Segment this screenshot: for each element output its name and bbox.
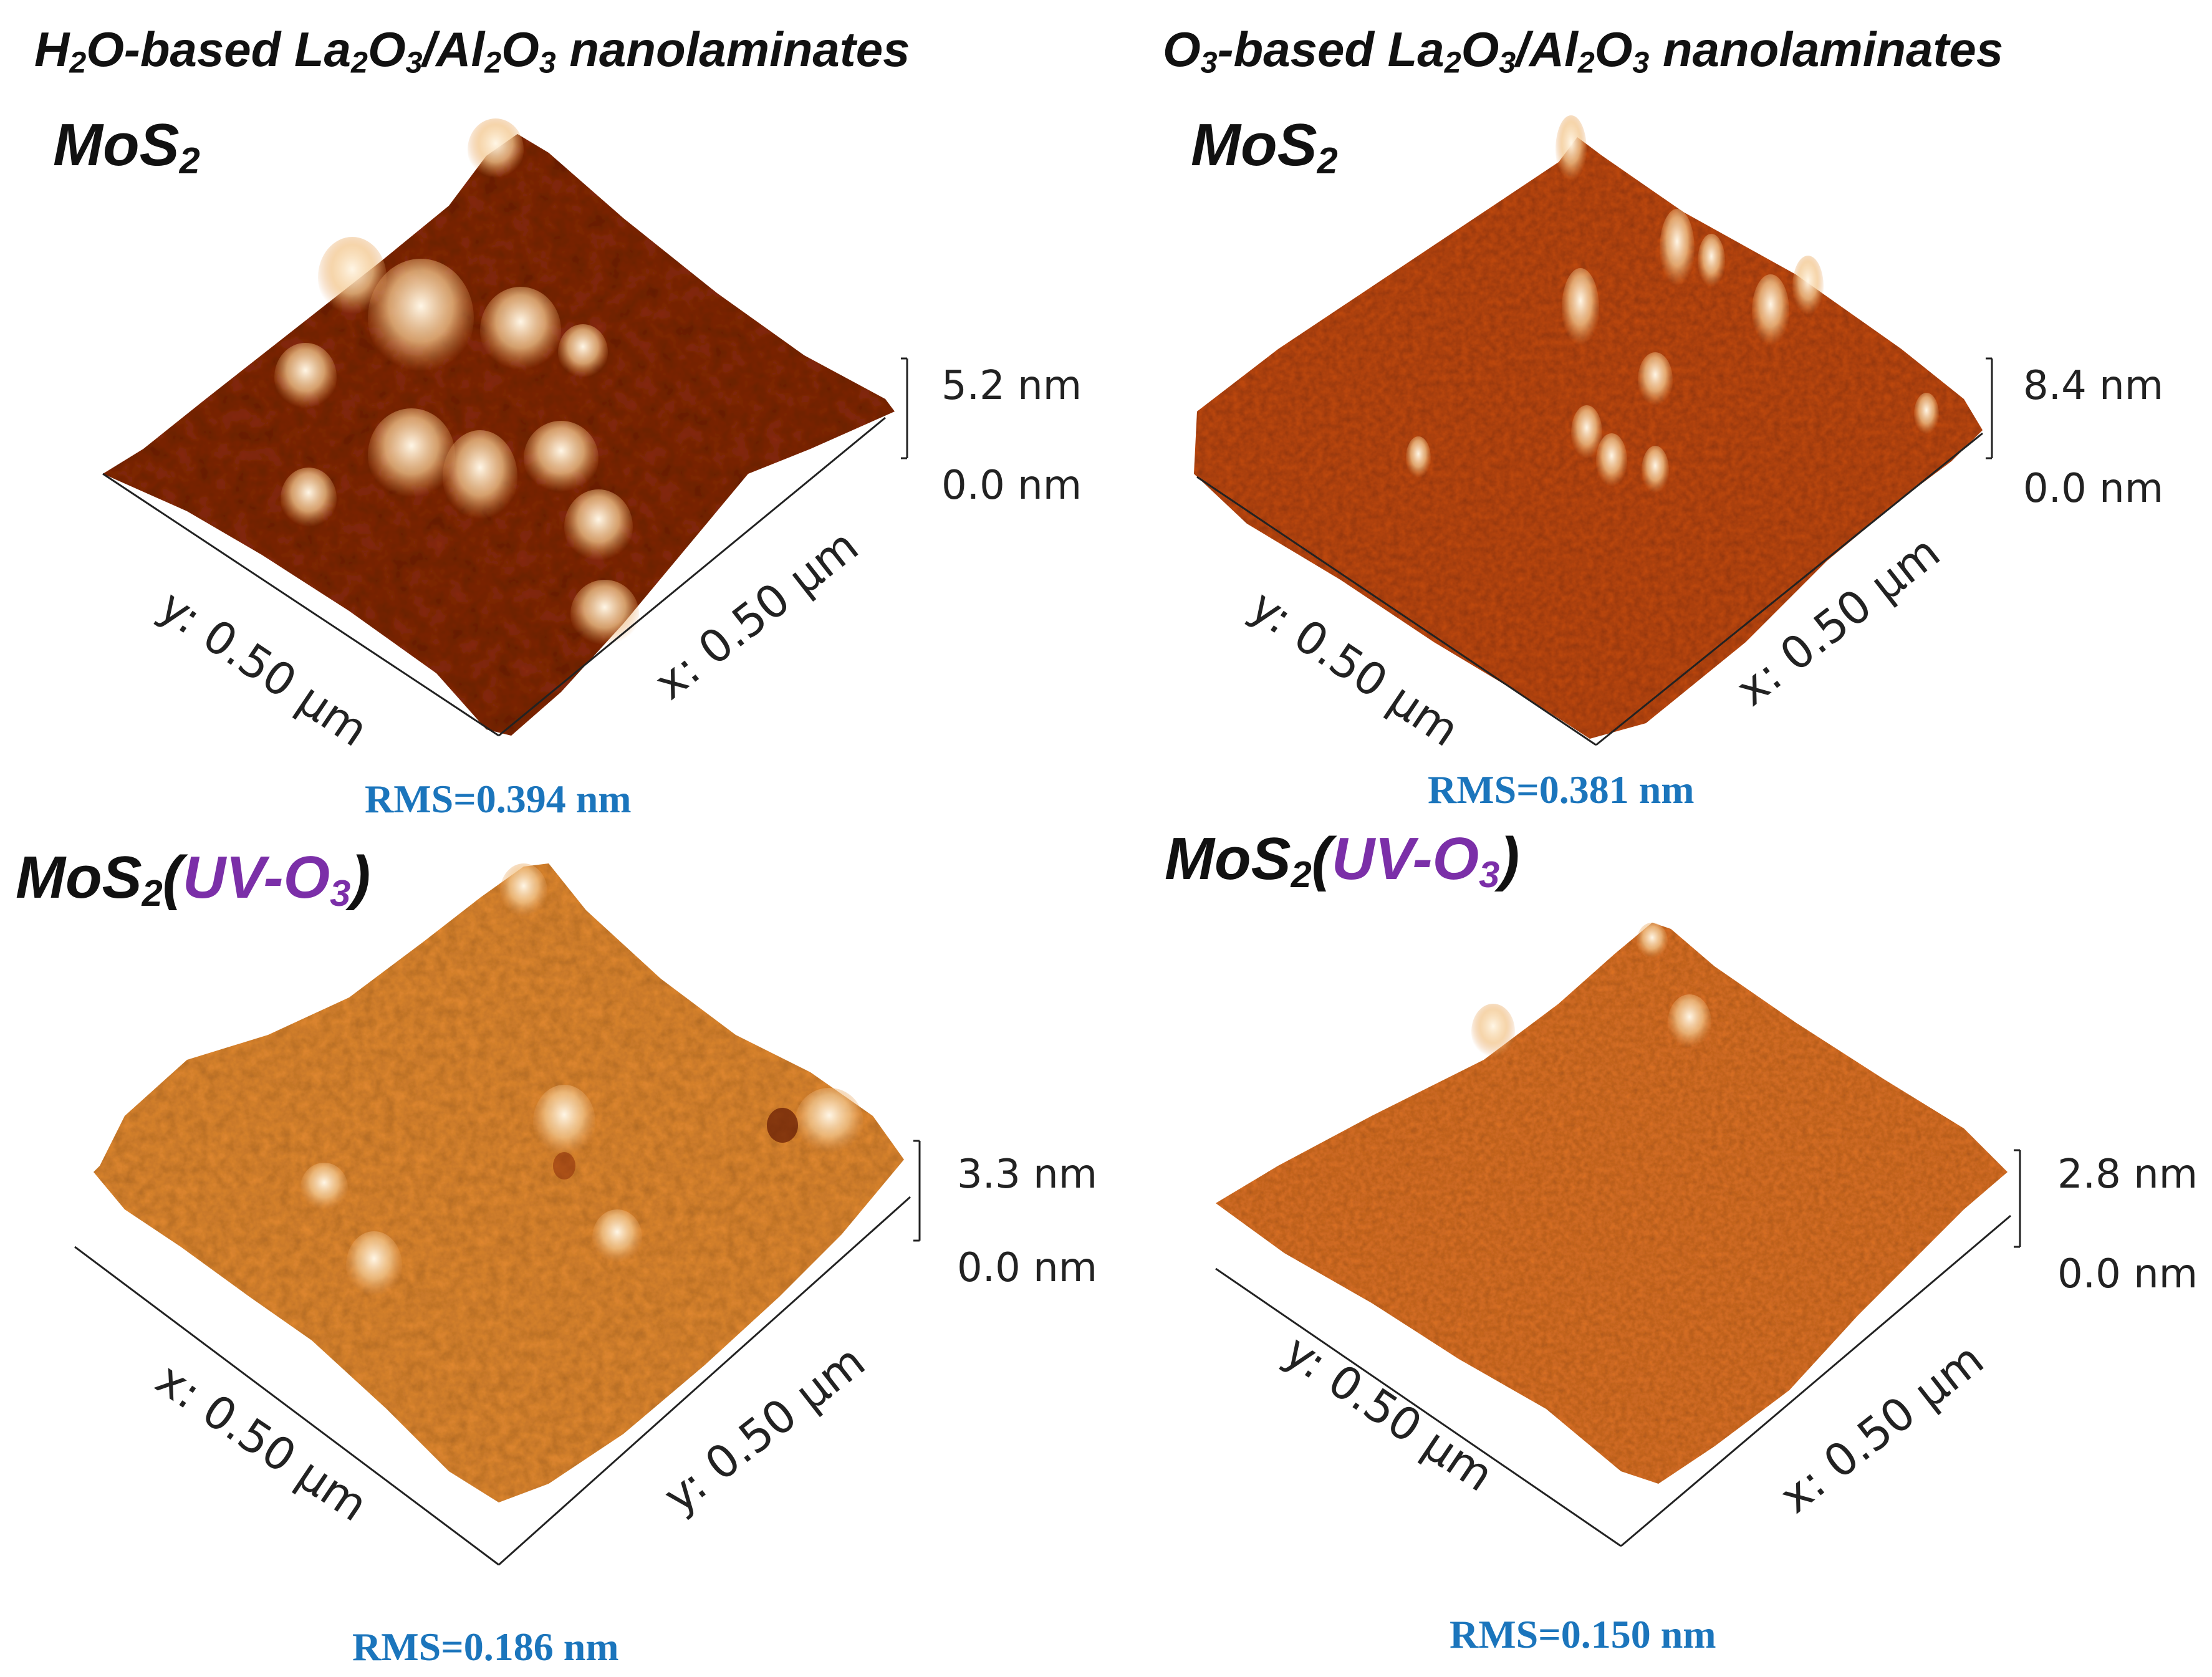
afm-panel-bottom-right: 2.8 nm 0.0 nm y: 0.50 µm x: 0.50 µm bbox=[1215, 923, 2198, 1547]
scale-max-label: 3.3 nm bbox=[957, 1151, 1097, 1198]
axis-right bbox=[1620, 1214, 2011, 1547]
scale-max-label: 5.2 nm bbox=[941, 363, 1082, 409]
surface-features bbox=[274, 118, 639, 648]
axis-left-label: x: 0.50 µm bbox=[147, 1352, 377, 1531]
heading-text: H bbox=[34, 22, 70, 77]
axis-right bbox=[498, 416, 886, 737]
label-highlight: UV-O bbox=[182, 844, 330, 911]
heading-text: nanolaminates bbox=[555, 22, 910, 77]
heading-text: O bbox=[1594, 22, 1633, 77]
heading-text: O bbox=[367, 22, 406, 77]
label-highlight-sub: 3 bbox=[1479, 853, 1500, 896]
surface-features bbox=[301, 863, 863, 1300]
scale-max-label: 8.4 nm bbox=[2023, 363, 2163, 409]
label-highlight-sub: 3 bbox=[330, 872, 351, 915]
axis-left bbox=[74, 1246, 499, 1566]
scale-min-label: 0.0 nm bbox=[941, 463, 1082, 509]
afm-surface bbox=[1216, 923, 2008, 1484]
heading-sub: 3 bbox=[1200, 46, 1218, 80]
heading-sub: 3 bbox=[405, 46, 423, 80]
afm-surface bbox=[103, 134, 895, 736]
scale-min-label: 0.0 nm bbox=[2023, 466, 2163, 512]
heading-sub: 2 bbox=[1444, 46, 1461, 80]
left-column-heading: H2O-based La2O3/Al2O3 nanolaminates bbox=[34, 25, 910, 78]
label-text: MoS bbox=[1165, 825, 1291, 892]
label-text: ( bbox=[1311, 825, 1332, 892]
scale-max-label: 2.8 nm bbox=[2057, 1151, 2198, 1198]
heading-text: O bbox=[1163, 22, 1201, 77]
axis-left bbox=[102, 473, 499, 737]
heading-sub: 3 bbox=[1632, 46, 1650, 80]
label-sub: 2 bbox=[179, 140, 200, 182]
heading-text: /Al bbox=[1516, 22, 1578, 77]
rms-top-right: RMS=0.381 nm bbox=[1428, 767, 1695, 812]
heading-text: /Al bbox=[422, 22, 485, 77]
label-sub: 2 bbox=[1317, 140, 1338, 182]
right-column-heading: O3-based La2O3/Al2O3 nanolaminates bbox=[1163, 25, 2003, 78]
axis-left bbox=[1196, 476, 1597, 746]
heading-sub: 2 bbox=[351, 46, 368, 80]
heading-sub: 3 bbox=[1499, 46, 1516, 80]
afm-panel-top-right: 8.4 nm 0.0 nm y: 0.50 µm x: 0.50 µm bbox=[1194, 115, 2163, 757]
label-text: MoS bbox=[1191, 112, 1317, 178]
heading-sub: 3 bbox=[539, 46, 556, 80]
panel-label-bottom-right: MoS2(UV-O3) bbox=[1165, 829, 1519, 893]
panel-label-top-right: MoS2 bbox=[1191, 115, 1338, 180]
rms-bottom-right: RMS=0.150 nm bbox=[1450, 1612, 1716, 1656]
scale-min-label: 0.0 nm bbox=[2057, 1251, 2198, 1297]
label-text: MoS bbox=[16, 844, 142, 911]
label-highlight: UV-O bbox=[1331, 825, 1479, 892]
afm-panel-top-left: 5.2 nm 0.0 nm y: 0.50 µm x: 0.50 µm bbox=[102, 118, 1082, 757]
label-sub: 2 bbox=[1291, 853, 1312, 896]
axis-right bbox=[1595, 432, 1983, 746]
scale-min-label: 0.0 nm bbox=[957, 1245, 1097, 1291]
panel-label-top-left: MoS2 bbox=[53, 115, 200, 180]
label-sub: 2 bbox=[142, 872, 163, 915]
heading-text: O bbox=[1461, 22, 1499, 77]
label-text: MoS bbox=[53, 112, 180, 178]
surface-features bbox=[1406, 115, 1939, 496]
panel-label-bottom-left: MoS2(UV-O3) bbox=[16, 848, 370, 912]
label-text: ( bbox=[162, 844, 183, 911]
rms-top-left: RMS=0.394 nm bbox=[365, 777, 632, 821]
heading-sub: 2 bbox=[69, 46, 87, 80]
axis-left bbox=[1215, 1267, 1622, 1547]
label-text: ) bbox=[1499, 825, 1520, 892]
surface-features bbox=[1471, 923, 1711, 1060]
heading-text: O-based La bbox=[86, 22, 352, 77]
heading-text: O bbox=[501, 22, 539, 77]
heading-sub: 2 bbox=[1577, 46, 1595, 80]
afm-surface bbox=[94, 863, 904, 1502]
afm-panel-bottom-left: 3.3 nm 0.0 nm x: 0.50 µm y: 0.50 µm bbox=[74, 863, 1097, 1566]
heading-sub: 2 bbox=[484, 46, 502, 80]
rms-bottom-left: RMS=0.186 nm bbox=[352, 1625, 619, 1669]
label-text: ) bbox=[350, 844, 371, 911]
heading-text: -based La bbox=[1217, 22, 1445, 77]
axis-right bbox=[498, 1196, 911, 1566]
heading-text: nanolaminates bbox=[1649, 22, 2004, 77]
